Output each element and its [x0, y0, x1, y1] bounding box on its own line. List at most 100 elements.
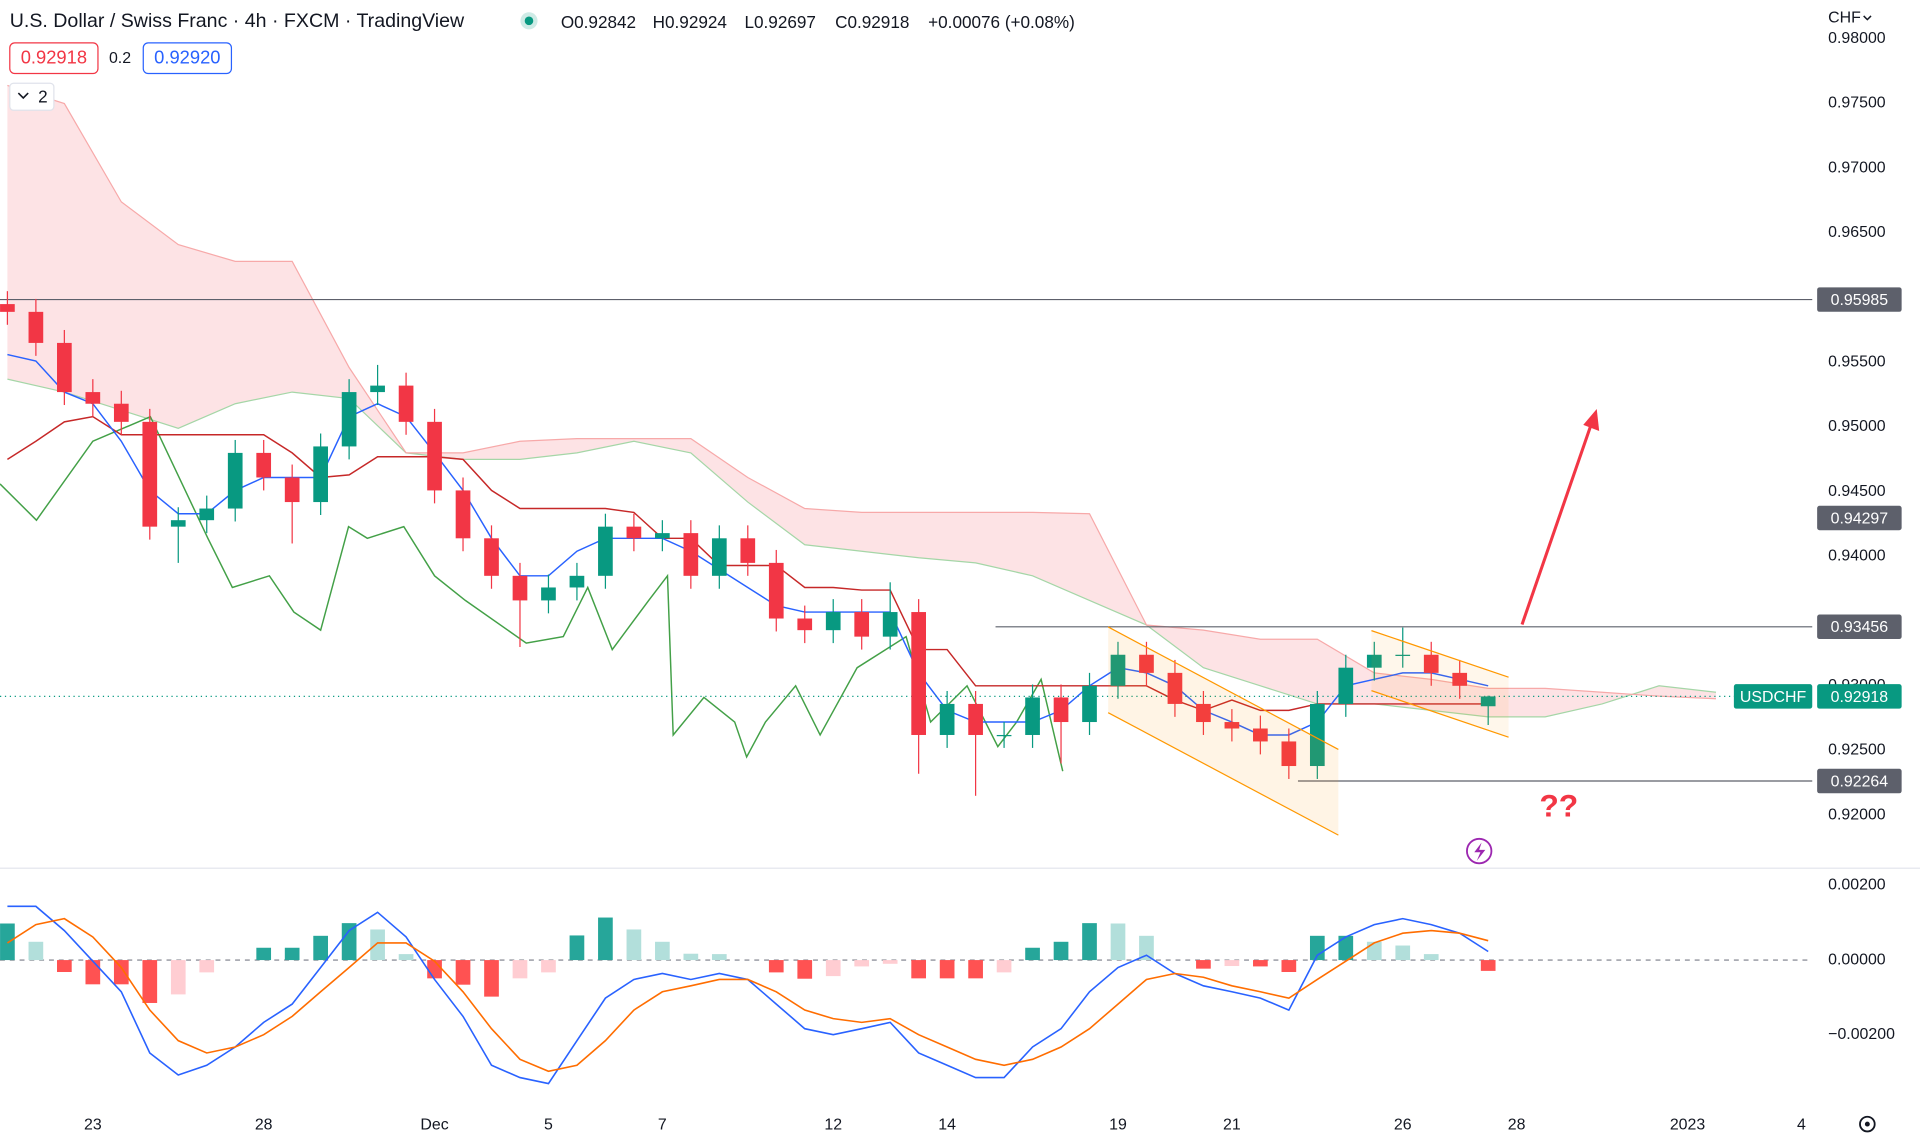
histogram-bar: [1139, 935, 1154, 961]
sell-button[interactable]: [9, 42, 99, 75]
y-tick-label: 0.98000: [1828, 30, 1886, 47]
candle-body: [85, 392, 101, 404]
last-price-box: [1817, 684, 1902, 709]
histogram-bar: [1196, 960, 1211, 969]
chevron: [1863, 15, 1872, 21]
y-tick-label: 0.97500: [1828, 95, 1886, 112]
histogram-bar: [768, 960, 784, 973]
candle-body: [569, 575, 585, 588]
ohlc-high: H0.92924: [653, 12, 728, 32]
x-tick-label: 2023: [1670, 1117, 1706, 1134]
candle-body: [1452, 672, 1468, 686]
x-tick-label: 21: [1223, 1117, 1241, 1134]
candle-body: [170, 520, 186, 527]
level-label-box: [1817, 768, 1902, 794]
candle-body: [1253, 728, 1268, 742]
y-tick-label: 0.96500: [1828, 224, 1886, 241]
candle-body: [996, 734, 1012, 737]
candle-body: [655, 533, 670, 539]
chart-title: U.S. Dollar / Swiss Franc · 4h · FXCM · …: [10, 10, 465, 32]
settings-icon[interactable]: [1859, 1115, 1876, 1133]
level-label: 0.94297: [1831, 510, 1889, 527]
x-tick-label: 28: [255, 1117, 273, 1134]
histogram-bar: [996, 960, 1012, 973]
candle-body: [911, 612, 926, 735]
candle-body: [882, 612, 898, 637]
candle-body: [455, 490, 471, 539]
histogram-bar: [854, 960, 870, 967]
y-tick-label: −0.00200: [1828, 1026, 1895, 1043]
level-layer: [0, 298, 1813, 782]
candle-body: [142, 421, 158, 527]
spread: 0.2: [109, 50, 131, 67]
candle-body: [768, 562, 784, 619]
histogram-bar: [0, 923, 15, 961]
indicators-toggle[interactable]: [9, 82, 55, 111]
candle-body: [1224, 722, 1240, 729]
macd-line: [6, 917, 1489, 1073]
histogram-bar: [1110, 923, 1126, 961]
symbol-box: [1733, 684, 1813, 709]
indicator-line: [7, 353, 1489, 736]
histogram-bar: [711, 954, 727, 961]
histogram-bar: [939, 960, 955, 979]
buy-button[interactable]: [142, 42, 233, 75]
histogram-bar: [341, 923, 357, 961]
y-tick-label: 0.00000: [1828, 951, 1886, 968]
y-tick-label: 0.94500: [1828, 483, 1886, 500]
y-tick-label: 0.97000: [1828, 159, 1886, 176]
y-tick-label: 0.94000: [1828, 548, 1886, 565]
histogram-bar: [313, 935, 328, 961]
candle-body: [427, 421, 442, 491]
histogram-bar: [170, 960, 186, 995]
candle-body: [256, 452, 272, 478]
histogram-bar: [541, 960, 556, 973]
candle-body: [1423, 654, 1439, 673]
x-tick-label: 19: [1109, 1117, 1127, 1134]
candle-body: [341, 392, 357, 447]
candle-body: [968, 703, 983, 735]
candle-body: [57, 342, 72, 393]
x-tick-label: 28: [1508, 1117, 1526, 1134]
annotation: ??: [1539, 788, 1578, 824]
x-tick-label: 5: [544, 1117, 553, 1134]
candle-body: [113, 403, 129, 422]
status-dot: [524, 16, 534, 26]
histogram-bar: [455, 960, 471, 985]
histogram-bar: [911, 960, 926, 979]
candle-body: [854, 612, 870, 637]
sell-price: 0.92918: [21, 47, 87, 68]
candle-body: [28, 311, 44, 343]
candle-body: [1167, 672, 1183, 704]
candle-body: [398, 385, 414, 422]
candle-body: [284, 477, 300, 503]
candle-body: [1309, 703, 1325, 767]
currency[interactable]: CHF: [1828, 10, 1861, 27]
ohlc-low: L0.92697: [744, 12, 815, 32]
candle-body: [1196, 703, 1211, 723]
histogram-bar: [1253, 960, 1268, 967]
x-tick-label: Dec: [420, 1117, 448, 1134]
level-label: 0.95985: [1831, 292, 1889, 309]
candle-body: [1338, 667, 1354, 704]
candle-body: [313, 446, 328, 503]
candle-body: [711, 538, 727, 576]
macd-pane: [0, 905, 1813, 1085]
y-tick-label: 0.95500: [1828, 354, 1886, 371]
histogram-bar: [1395, 945, 1411, 961]
buy-price: 0.92920: [154, 47, 220, 68]
channel-fill: [1108, 626, 1339, 836]
symbol-label: USDCHF: [1740, 689, 1807, 706]
candle-body: [541, 587, 556, 601]
level-label-box: [1817, 505, 1902, 531]
histogram-bar: [797, 960, 813, 979]
candle-body: [1366, 654, 1382, 668]
histogram-bar: [142, 960, 158, 1003]
candle-body: [683, 533, 699, 576]
histogram-bar: [256, 947, 272, 961]
histogram-bar: [1025, 947, 1040, 961]
channel-line: [1371, 690, 1509, 738]
